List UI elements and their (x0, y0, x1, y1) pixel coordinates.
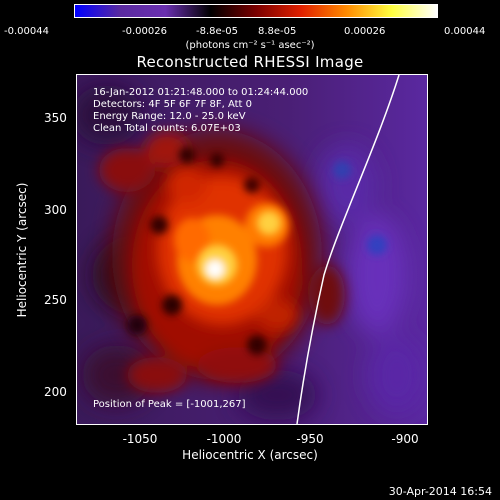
colorbar-tick: -0.00026 (122, 26, 167, 37)
colorbar-tick: 8.8e-05 (258, 26, 297, 37)
rhessi-image (77, 75, 427, 424)
y-tick-label: 200 (44, 385, 67, 399)
x-tick-label: -950 (296, 432, 324, 446)
rhessi-image-plot: 16-Jan-2012 01:21:48.000 to 01:24:44.000… (76, 74, 428, 425)
x-tick-label: -900 (391, 432, 419, 446)
detectors-text: Detectors: 4F 5F 6F 7F 8F, Att 0 (93, 99, 253, 110)
colorbar-tick: -0.00044 (4, 26, 49, 37)
energy-range-text: Energy Range: 12.0 - 25.0 keV (93, 111, 246, 122)
y-tick-label: 350 (44, 111, 67, 125)
colorbar (74, 4, 438, 18)
x-axis-label: Heliocentric X (arcsec) (182, 448, 318, 462)
peak-position-text: Position of Peak = [-1001,267] (93, 399, 246, 410)
colorbar-tick: 0.00044 (444, 26, 486, 37)
colorbar-tick: -8.8e-05 (196, 26, 238, 37)
timestamp-footer: 30-Apr-2014 16:54 (388, 485, 492, 498)
image-title: Reconstructed RHESSI Image (136, 53, 364, 71)
colorbar-units: (photons cm⁻² s⁻¹ asec⁻²) (185, 40, 315, 51)
x-tick-label: -1050 (122, 432, 158, 446)
y-axis-label: Heliocentric Y (arcsec) (15, 182, 29, 318)
y-tick-label: 250 (44, 293, 67, 307)
time-range-text: 16-Jan-2012 01:21:48.000 to 01:24:44.000 (93, 87, 309, 98)
y-tick-label: 300 (44, 203, 67, 217)
colorbar-tick: 0.00026 (344, 26, 386, 37)
algorithm-text: Clean Total counts: 6.07E+03 (93, 123, 241, 134)
x-tick-label: -1000 (206, 432, 242, 446)
